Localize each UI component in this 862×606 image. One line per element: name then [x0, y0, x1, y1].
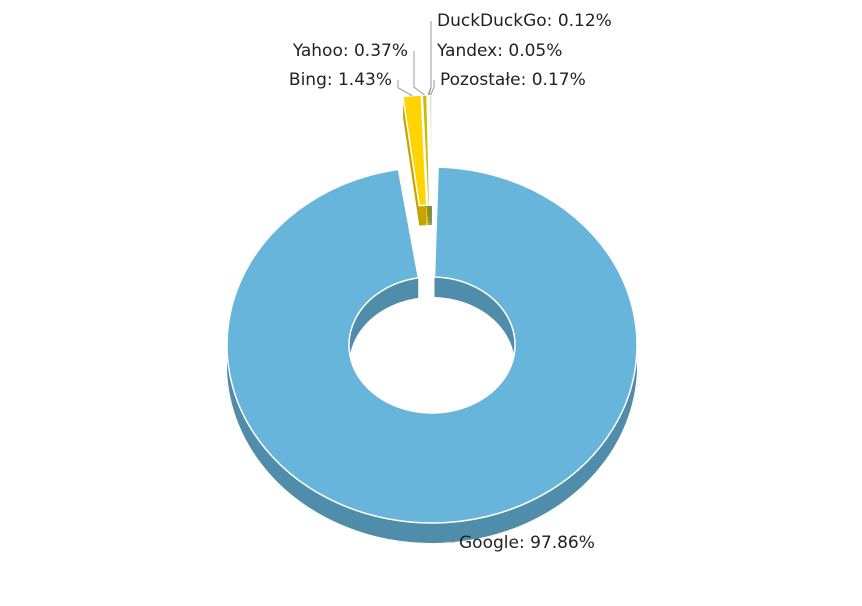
- data-label: Yahoo: 0.37%: [292, 41, 408, 61]
- leader-line: [413, 51, 425, 96]
- leader-line: [445, 541, 454, 543]
- slices: [226, 94, 638, 524]
- slice: [402, 94, 428, 207]
- slice: [428, 94, 433, 206]
- leader-line: [428, 51, 432, 96]
- labels: Google: 97.86% Bing: 1.43% Yahoo: 0.37% Duc…: [289, 11, 612, 553]
- data-label: Yandex: 0.05%: [436, 41, 562, 61]
- slice: [226, 166, 638, 524]
- data-label: Bing: 1.43%: [289, 70, 392, 90]
- data-label: Pozostałe: 0.17%: [440, 70, 586, 90]
- data-label: DuckDuckGo: 0.12%: [437, 11, 612, 31]
- leader-line: [397, 80, 413, 97]
- data-label: Google: 97.86%: [459, 533, 595, 553]
- leader-line: [430, 80, 435, 96]
